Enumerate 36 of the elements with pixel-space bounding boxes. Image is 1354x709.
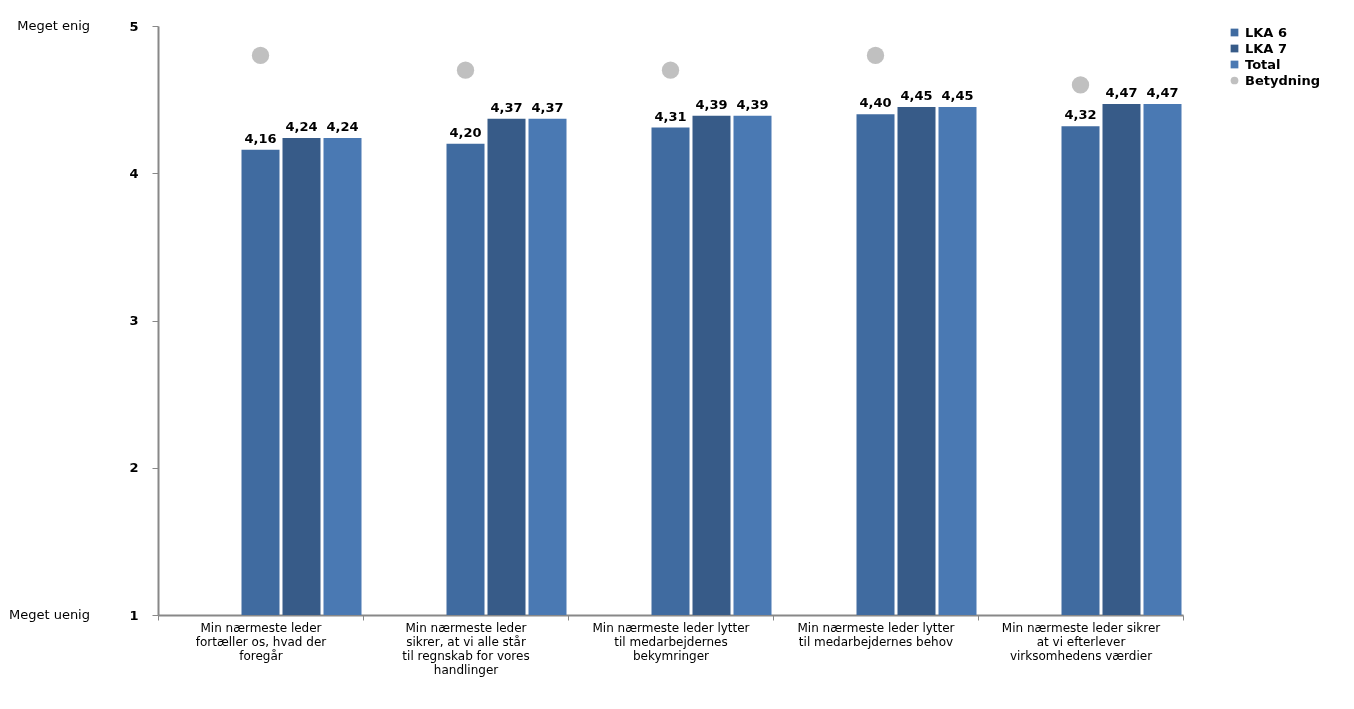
text: Meget enig: [17, 18, 90, 33]
x-tick-label: Min nærmeste leder lytter til medarbejdernes bekymringer: [592, 620, 750, 663]
data-label: 4,47: [1146, 85, 1179, 101]
data-label: 4,37: [490, 99, 523, 115]
x-tick-label: Min nærmeste leder fortæller os, hvad der foregår: [195, 620, 327, 663]
legend-label: Total: [1245, 56, 1281, 72]
data-label: 4,32: [1064, 107, 1097, 123]
data-label: 4,47: [1105, 85, 1138, 101]
text: Meget uenig: [8, 607, 90, 622]
legend-label: Betydning: [1245, 72, 1320, 88]
y-tick-label: 1: [129, 607, 139, 623]
point: [1071, 76, 1090, 94]
point: [456, 61, 475, 79]
point: [251, 46, 270, 65]
data-label: 4,16: [244, 130, 277, 146]
data-label: 4,24: [326, 118, 359, 134]
y-tick-label: 4: [129, 165, 139, 181]
y-tick-label: 5: [129, 18, 139, 34]
data-label: 4,45: [941, 87, 974, 103]
legend-label: LKA 7: [1245, 40, 1287, 56]
x-tick-label: Min nærmeste leder sikrer at vi efterlever virksomhedens værdier: [1001, 620, 1161, 663]
data-label: 4,39: [695, 96, 728, 112]
data-label: 4,20: [449, 124, 482, 140]
data-label: 4,31: [654, 108, 687, 124]
legend-label: LKA 6: [1245, 24, 1287, 40]
y-tick-label: 2: [129, 460, 139, 476]
point: [866, 46, 885, 65]
data-label: 4,24: [285, 118, 318, 134]
data-label: 4,45: [900, 87, 933, 103]
data-label: 4,40: [859, 95, 892, 111]
y-tick-label: 3: [129, 313, 139, 328]
point: [661, 61, 680, 79]
data-label: 4,39: [736, 96, 769, 112]
x-tick-label: Min nærmeste leder lytter til medarbejdernes behov: [797, 620, 955, 649]
x-tick-label: Min nærmeste leder sikrer, at vi alle står til regnskab for vores handlinger: [402, 620, 530, 677]
data-label: 4,37: [531, 99, 564, 115]
